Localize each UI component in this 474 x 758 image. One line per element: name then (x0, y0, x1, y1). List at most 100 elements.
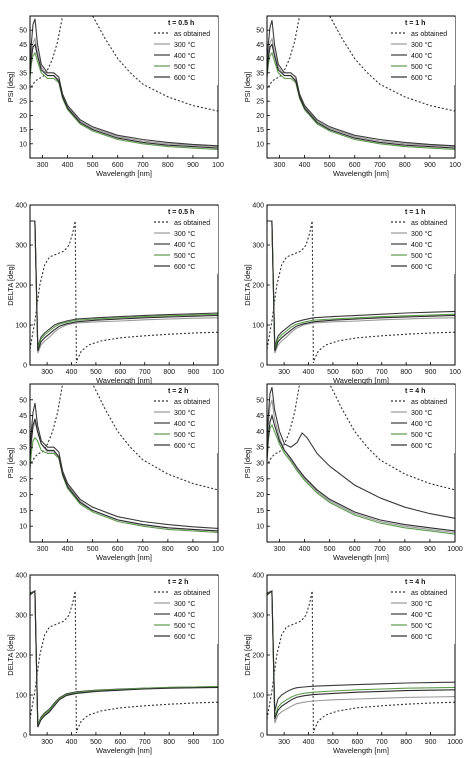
y-tick-label: 200 (15, 283, 27, 290)
legend-label: 400 °C (174, 241, 195, 249)
x-tick-label: 900 (424, 546, 436, 553)
y-axis-label: DELTA [deg] (243, 634, 252, 675)
series-line-5 (30, 418, 218, 532)
series-line-1 (267, 16, 455, 112)
series-line-3 (30, 18, 218, 147)
x-tick-label: 300 (278, 739, 290, 746)
y-tick-label: 400 (15, 203, 27, 210)
y-tick-label: 50 (256, 397, 264, 404)
x-tick-label: 400 (303, 739, 315, 746)
x-tick-label: 1000 (447, 546, 463, 553)
y-tick-label: 40 (256, 429, 264, 436)
x-tick-label: 600 (349, 162, 361, 169)
y-tick-label: 300 (252, 243, 264, 250)
x-tick-label: 600 (351, 369, 363, 376)
y-tick-label: 40 (19, 429, 27, 436)
legend-label: 400 °C (174, 611, 195, 619)
legend: t = 4 h as obtained 300 °C 400 °C 500 °C 600 … (389, 385, 455, 453)
x-axis-label: Wavelength [nm] (333, 376, 389, 385)
chart-panel-3: 300 400 500 600 700 800 900 1000100200300400Wav… (6, 203, 224, 386)
x-tick-label: 800 (400, 369, 412, 376)
series-line-5 (267, 413, 455, 532)
x-tick-label: 400 (62, 546, 74, 553)
y-tick-label: 300 (15, 613, 27, 620)
legend-box (152, 206, 218, 274)
x-tick-label: 400 (299, 162, 311, 169)
legend-label: 500 °C (411, 63, 432, 71)
legend-title: t = 1 h (405, 209, 425, 216)
plot-area (267, 16, 455, 151)
plot-area (267, 384, 455, 535)
series-line-2 (30, 220, 218, 354)
y-tick-label: 30 (19, 85, 27, 92)
x-tick-label: 900 (425, 739, 437, 746)
x-tick-label: 500 (327, 739, 339, 746)
series-line-5 (30, 43, 218, 149)
y-tick-label: 200 (252, 283, 264, 290)
series-line-4 (267, 423, 455, 535)
legend-label: 600 °C (411, 74, 432, 82)
legend-title: t = 4 h (405, 579, 425, 586)
x-tick-label: 500 (90, 369, 102, 376)
legend-label: as obtained (411, 31, 447, 38)
y-tick-label: 45 (256, 42, 264, 49)
series-line-3 (30, 220, 218, 348)
x-tick-label: 300 (278, 369, 290, 376)
legend: t = 1 h as obtained 300 °C 400 °C 500 °C 600 … (389, 17, 455, 85)
legend-label: as obtained (174, 399, 210, 406)
legend-label: 300 °C (411, 409, 432, 417)
legend-label: 500 °C (174, 622, 195, 630)
x-tick-label: 800 (400, 739, 412, 746)
x-tick-label: 100 (212, 546, 224, 553)
y-tick-label: 10 (19, 524, 27, 531)
series-line-1 (30, 384, 218, 491)
y-tick-label: 100 (15, 323, 27, 330)
y-tick-label: 300 (15, 243, 27, 250)
plot-area (30, 16, 218, 151)
x-tick-label: 800 (163, 739, 175, 746)
series-line-1 (30, 16, 218, 112)
y-tick-label: 400 (15, 573, 27, 580)
x-tick-label: 400 (66, 739, 78, 746)
plot-area (267, 220, 455, 364)
y-axis-label: PSI [deg] (6, 72, 15, 103)
y-tick-label: 50 (256, 28, 264, 35)
y-tick-label: 0 (260, 733, 264, 740)
chart-panel-2: 300 400 500 600 700 800 900 100 10 15 20 25 30 35 40 45… (243, 15, 461, 178)
legend-label: 300 °C (174, 41, 195, 49)
y-tick-label: 15 (256, 127, 264, 134)
legend-label: 500 °C (174, 431, 195, 439)
series-line-3 (267, 387, 455, 519)
x-tick-label: 500 (324, 546, 336, 553)
legend-label: 400 °C (411, 611, 432, 619)
y-tick-label: 35 (256, 70, 264, 77)
y-axis-label: PSI [deg] (6, 448, 15, 479)
y-tick-label: 400 (252, 573, 264, 580)
series-line-3 (30, 402, 218, 529)
y-tick-label: 45 (256, 413, 264, 420)
x-axis-label: Wavelength [nm] (96, 169, 152, 178)
x-tick-label: 700 (137, 162, 149, 169)
series-line-5 (30, 589, 218, 728)
x-tick-label: 700 (137, 546, 149, 553)
x-tick-label: 800 (162, 162, 174, 169)
x-tick-label: 900 (188, 369, 200, 376)
y-tick-label: 30 (256, 461, 264, 468)
x-axis-label: Wavelength [nm] (333, 553, 389, 562)
y-tick-label: 40 (256, 56, 264, 63)
legend-label: 600 °C (174, 74, 195, 82)
y-tick-label: 10 (19, 141, 27, 148)
legend-label: 400 °C (411, 241, 432, 249)
y-tick-label: 10 (256, 141, 264, 148)
x-tick-label: 400 (66, 369, 78, 376)
y-tick-label: 45 (19, 413, 27, 420)
series-line-5 (267, 43, 455, 149)
series-line-1 (30, 220, 218, 364)
x-axis-label: Wavelength [nm] (96, 553, 152, 562)
chart-panel-7: 300 400 500 600 700 800 900 1000100200300400Wav… (6, 573, 224, 756)
series-line-5 (267, 220, 455, 352)
legend-title: t = 0.5 h (168, 20, 194, 27)
legend-box (152, 576, 218, 644)
legend-label: 500 °C (411, 622, 432, 630)
x-axis-label: Wavelength [nm] (333, 746, 389, 755)
